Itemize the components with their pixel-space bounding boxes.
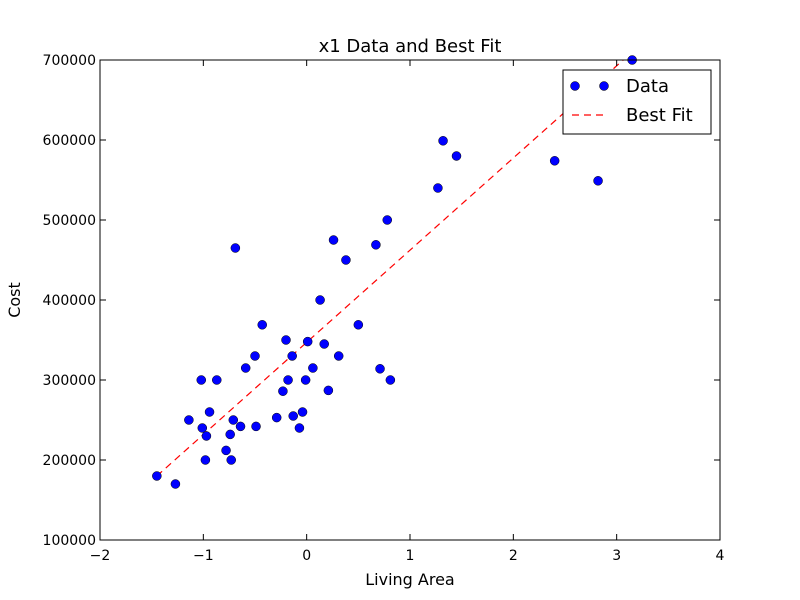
data-point: [230, 243, 241, 253]
data-point: [300, 375, 311, 385]
legend-box: [562, 69, 712, 135]
data-point: [375, 364, 385, 374]
data-point: [200, 455, 211, 465]
data-point: [385, 375, 396, 385]
x-tick-label: 1: [406, 548, 415, 564]
data-points-layer: [152, 55, 637, 489]
data-point: [197, 423, 208, 433]
data-point: [221, 445, 231, 456]
data-point: [308, 363, 318, 373]
best-fit-line: [156, 60, 625, 477]
data-point: [251, 421, 261, 432]
data-point: [226, 455, 236, 465]
data-point: [353, 320, 364, 330]
x-tick-label: 2: [509, 548, 518, 564]
legend-data-marker: [599, 81, 609, 91]
data-point: [288, 411, 298, 421]
y-tick-label: 700000: [43, 53, 96, 69]
x-tick-label: −1: [193, 548, 214, 564]
data-point: [333, 351, 344, 361]
data-point: [451, 151, 462, 161]
data-point: [196, 375, 207, 385]
data-point: [283, 375, 293, 385]
data-point: [297, 407, 308, 417]
legend: Data Best Fit: [562, 69, 712, 135]
data-point: [201, 431, 212, 441]
x-tick-label: 0: [302, 548, 311, 564]
data-point: [170, 479, 181, 489]
data-point: [294, 423, 305, 433]
data-point: [323, 385, 334, 396]
legend-data-marker: [570, 81, 580, 91]
x-axis-title: Living Area: [365, 570, 454, 589]
y-tick-label: 400000: [43, 293, 96, 309]
data-point: [228, 415, 239, 425]
data-point: [204, 407, 215, 417]
data-point: [257, 320, 267, 330]
y-tick-label: 500000: [43, 213, 96, 229]
data-point: [184, 415, 194, 425]
data-point: [593, 176, 603, 186]
data-point: [319, 339, 329, 349]
x-tick-label: 4: [716, 548, 725, 564]
data-point: [341, 255, 351, 265]
y-tick-label: 600000: [43, 133, 96, 149]
data-point: [315, 295, 325, 305]
data-point: [225, 429, 235, 440]
best-fit-layer: [156, 60, 625, 477]
data-point: [328, 235, 339, 245]
data-point: [250, 351, 260, 361]
data-point: [271, 412, 282, 423]
data-point: [235, 421, 246, 432]
x-tick-label: 3: [612, 548, 621, 564]
data-point: [433, 183, 443, 193]
data-point: [240, 363, 251, 373]
data-point: [278, 386, 288, 396]
legend-label-best-fit: Best Fit: [626, 105, 693, 126]
data-point: [287, 351, 297, 361]
data-point: [438, 136, 448, 146]
ticks-layer: −2 −1 0 1 2 3 4 100000 200000 300000 400000 500000 6…: [43, 53, 725, 564]
x-tick-label: −2: [90, 548, 111, 564]
chart-title: x1 Data and Best Fit: [319, 36, 502, 57]
data-point: [212, 375, 222, 385]
data-point: [152, 471, 162, 481]
data-point: [382, 215, 393, 225]
y-tick-label: 300000: [43, 373, 96, 389]
data-point: [549, 156, 560, 166]
data-point: [302, 336, 313, 347]
y-axis-title: Cost: [5, 282, 24, 318]
y-tick-label: 100000: [43, 533, 96, 549]
legend-label-data: Data: [626, 76, 669, 97]
y-tick-label: 200000: [43, 453, 96, 469]
data-point: [281, 335, 291, 345]
data-point: [371, 240, 381, 250]
